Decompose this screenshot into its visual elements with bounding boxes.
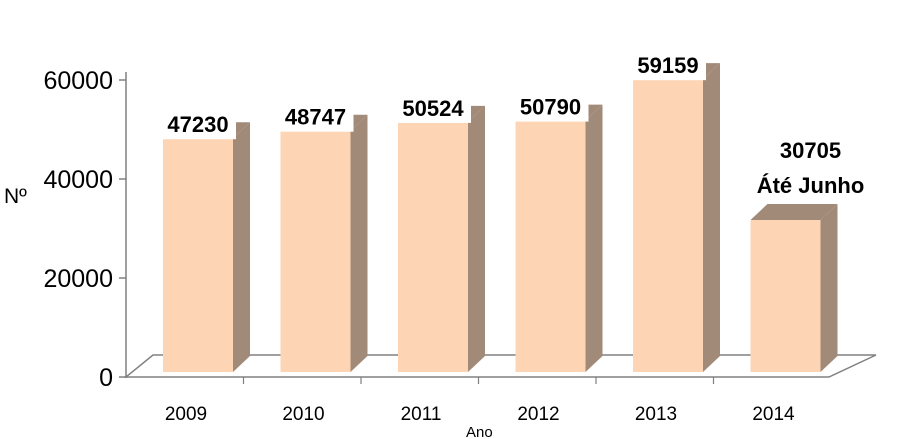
y-tick-label: 0	[99, 364, 113, 392]
bar	[515, 104, 603, 372]
x-tick-label: 2010	[282, 404, 324, 425]
data-label: 50790	[520, 95, 581, 120]
bar-side	[350, 114, 368, 373]
bar	[163, 122, 250, 372]
chart-floor	[123, 354, 877, 378]
data-label: 47230	[167, 112, 228, 137]
bar-side	[703, 63, 720, 372]
data-label-bg	[277, 103, 354, 132]
bar-front	[633, 79, 703, 372]
bar-side	[585, 104, 603, 372]
data-label: 30705	[780, 138, 841, 163]
y-tick-label: 20000	[43, 265, 113, 293]
x-tick-label: 2014	[752, 404, 795, 425]
bar-side	[233, 122, 250, 372]
x-tick-label: 2013	[635, 404, 677, 425]
data-label-annotation: Áté Junho	[757, 173, 865, 198]
x-axis-label: Ano	[466, 424, 493, 439]
y-axis-label: Nº	[4, 185, 27, 208]
data-label: 59159	[637, 53, 698, 78]
bar-side	[468, 105, 485, 373]
bar-front	[750, 220, 821, 372]
chart-bars	[163, 63, 838, 373]
data-label-bg	[512, 93, 589, 122]
bar-front	[163, 138, 233, 372]
x-tick-label: 2012	[517, 404, 559, 425]
data-label-bg	[395, 94, 471, 123]
y-tick-label: 60000	[43, 67, 113, 95]
bar-side	[820, 204, 838, 372]
bar	[280, 114, 368, 373]
bar	[398, 105, 485, 373]
x-tick-label: 2009	[165, 404, 207, 425]
bar	[750, 204, 838, 372]
bar	[633, 63, 720, 372]
bar-front	[398, 121, 468, 373]
x-tick-label: 2011	[401, 404, 442, 425]
chart-axes: 0 20000 40000 60000	[43, 67, 877, 392]
chart-labels: 2009 2010 2011 2012 2013 2014 47230 48747 50524 5…	[160, 52, 864, 425]
y-tick-label: 40000	[43, 166, 113, 194]
data-label-bg	[630, 52, 706, 81]
bar-front	[515, 120, 586, 372]
data-label: 48747	[285, 105, 346, 130]
data-label: 50524	[402, 96, 464, 121]
bar-front	[280, 130, 351, 372]
data-label-bg	[160, 111, 236, 140]
bar-top	[750, 204, 838, 221]
